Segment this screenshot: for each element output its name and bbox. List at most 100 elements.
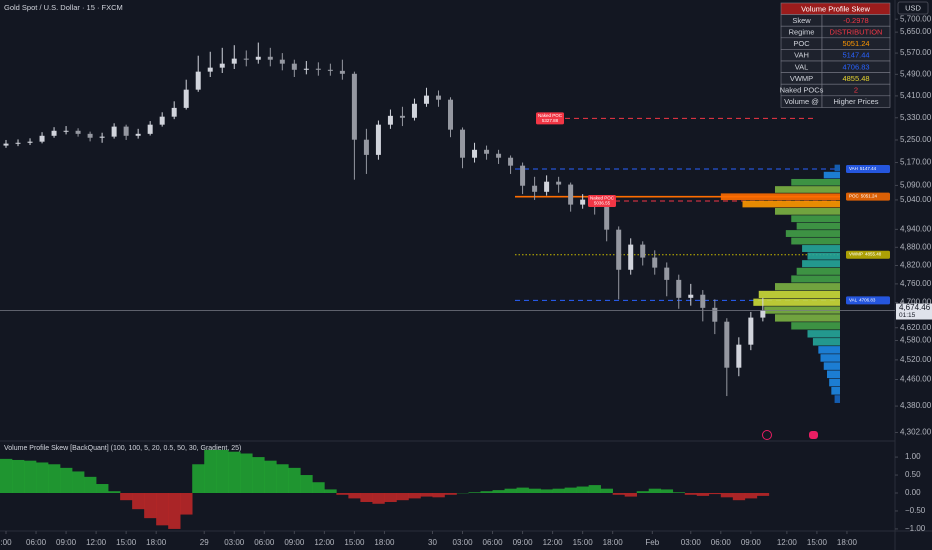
x-tick-label: 12:00 [314,538,335,547]
candle-body [496,153,502,158]
candle-body [748,317,754,345]
candle-body [363,139,369,155]
y-tick-label: 5,700.00 [900,14,932,23]
x-tick-label: 18:00 [837,538,858,547]
profile-bar [775,207,840,215]
currency-button[interactable] [897,1,929,15]
candle-body [87,133,93,138]
x-tick-label: 09:00 [741,538,762,547]
x-tick-label: 15:00 [344,538,365,547]
y-tick-label: 4,302.00 [900,428,932,437]
skew-bar [96,484,109,494]
y-tick-label: 5,570.00 [900,48,932,57]
candle-body [508,157,514,166]
event-icon[interactable] [809,431,818,439]
naked-poc-box [536,112,564,125]
table-label: Volume @ [784,97,819,106]
skew-bar [444,493,457,495]
skew-bar [156,493,169,526]
x-tick-label: 15:00 [116,538,137,547]
candle-body [484,149,490,154]
candle-body [556,181,562,185]
skew-bar [708,493,722,495]
skew-bar [336,493,349,495]
skew-bar [372,493,385,504]
candle-body [472,149,478,158]
profile-bar [834,395,840,403]
candle-body [243,58,249,60]
skew-bar [108,491,121,494]
skew-bar [72,471,85,494]
table-label: VWMP [790,74,813,83]
candle-body [580,199,586,205]
candle-body [435,95,441,100]
candle-body [700,294,706,308]
skew-bar [600,488,613,494]
candle-body [315,68,321,70]
profile-bar [720,193,840,201]
candle-body [111,126,117,137]
candle-body [15,142,21,144]
candle-body [411,103,417,118]
profile-bar [791,322,840,330]
y2-tick-label: 1.00 [905,452,921,461]
profile-bar [802,260,840,268]
x-tick-label: 18:00 [603,538,624,547]
profile-bar [758,290,840,299]
profile-bar [807,252,840,260]
x-tick-label: 06:00 [483,538,504,547]
profile-bar [791,237,840,245]
y-tick-label: 4,460.00 [900,375,932,384]
naked-poc-box [588,194,616,207]
candle-body [51,130,57,136]
x-tick-label: 18:00 [146,538,167,547]
skew-bar [552,488,565,494]
skew-bar [36,462,49,494]
skew-bar [756,493,770,496]
skew-bar [60,467,73,494]
profile-bar [823,362,840,370]
skew-bar [120,493,133,501]
skew-bar [228,451,241,494]
table-value: 2 [854,85,858,94]
x-tick-label: 15:00 [573,538,594,547]
y-tick-label: 5,040.00 [900,195,932,204]
x-tick-label: 18:00 [374,538,395,547]
skew-bar [396,493,409,501]
x-tick-label: 09:00 [56,538,77,547]
skew-bar [216,449,229,494]
level-label-box [846,296,890,305]
profile-bar [775,186,840,193]
skew-bar [360,493,373,502]
y-tick-label: 5,410.00 [900,91,932,100]
candle-body [736,344,742,368]
table-label: Naked POCs [780,85,824,94]
skew-bar [732,493,746,501]
profile-bar [753,298,840,306]
y-tick-label: 4,520.00 [900,355,932,364]
skew-bar [276,464,289,494]
candle-body [520,165,526,186]
skew-bar [624,493,638,497]
skew-bar [384,493,397,502]
candle-body [712,307,718,322]
profile-bar [791,215,840,223]
skew-bar [324,489,337,494]
naked-poc-value: 5327.88 [542,118,559,123]
profile-bar [796,267,840,275]
profile-bar [807,330,840,338]
profile-bar [829,378,840,387]
profile-bar [785,230,840,237]
y-tick-label: 4,760.00 [900,279,932,288]
symbol-title: Gold Spot / U.S. Dollar · 15 · FXCM [4,3,123,12]
last-price-box [896,303,932,320]
level-value: 4855.48 [865,252,882,257]
event-icon[interactable] [762,430,772,440]
table-label: POC [793,39,810,48]
naked-poc-name: Naked POC [590,196,615,201]
skew-bar [564,487,577,494]
level-label: POC 5051.24 [849,194,878,199]
candle-body [652,257,658,268]
skew-bar [648,488,662,494]
